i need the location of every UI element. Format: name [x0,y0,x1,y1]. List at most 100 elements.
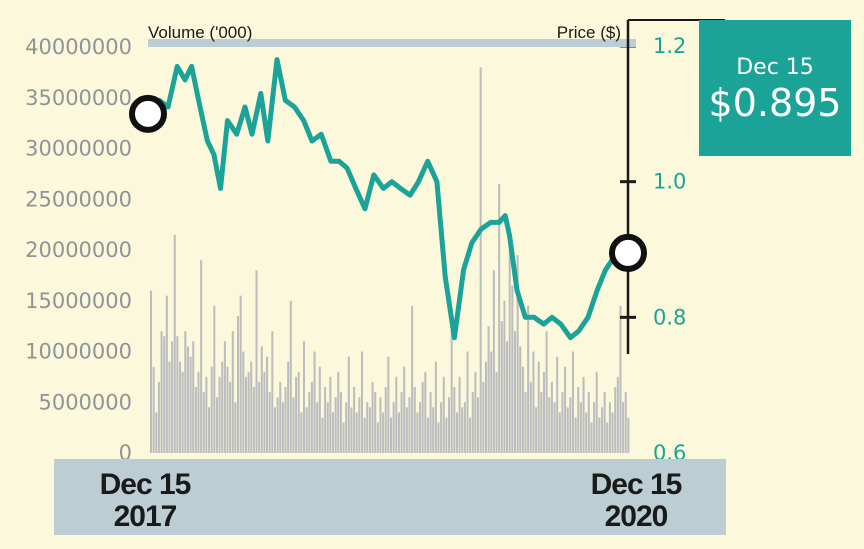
volume-bar [329,376,332,454]
volume-bar [553,402,556,453]
volume-bar [229,381,232,453]
volume-bar [611,412,614,453]
volume-bar [442,376,445,454]
volume-bar [184,331,187,453]
volume-bar [416,412,419,453]
volume-bar [492,270,495,453]
volume-bar [155,412,158,453]
end-price-marker [609,233,647,272]
volume-bar [590,422,593,453]
volume-bar [284,387,287,453]
volume-bar [585,412,588,453]
volume-bar [429,392,432,453]
volume-bar [529,381,532,453]
volume-bar [574,417,577,453]
volume-bar [171,341,174,453]
volume-bar [326,402,329,453]
volume-bar [237,315,240,453]
volume-bar [163,336,166,453]
volume-bar [318,366,321,453]
price-callout-box [699,20,851,156]
volume-bar [595,371,598,453]
volume-bar [313,351,316,453]
volume-bar [234,402,237,453]
volume-bar [239,295,242,453]
volume-bar [347,356,350,453]
volume-tick-label: 20000000 [25,238,132,262]
volume-bar [250,361,253,453]
volume-bar [281,402,284,453]
volume-bar [390,417,393,453]
volume-bar [500,321,503,453]
volume-tick-label: 25000000 [25,187,132,211]
volume-tick-label: 35000000 [25,86,132,110]
volume-bar [545,331,548,453]
volume-bar [300,412,303,453]
volume-bar [258,381,261,453]
price-tick-label: 1.0 [653,170,686,194]
volume-bar [223,341,226,453]
volume-bar [202,392,205,453]
volume-tick-label: 30000000 [25,137,132,161]
volume-bar [268,392,271,453]
volume-bar [540,392,543,453]
volume-bar [339,392,342,453]
volume-bar [448,397,451,453]
volume-bar [302,341,306,453]
volume-bar [421,381,424,453]
volume-bar [566,407,569,453]
volume-bar [368,407,371,453]
volume-bar [455,412,458,453]
volume-bar [316,402,319,453]
volume-bar [548,397,551,453]
volume-bar [424,371,427,453]
volume-bar [582,376,585,454]
volume-bar [487,326,490,454]
volume-bar [627,417,630,453]
volume-bar [498,184,501,453]
volume-bar [419,402,422,453]
volume-bar [587,392,590,453]
volume-bar [542,371,546,453]
volume-bar [374,392,377,453]
volume-bar [535,407,538,453]
volume-bar [189,356,192,453]
start-price-marker [129,94,167,133]
volume-bar [516,255,519,453]
volume-bar [218,376,221,454]
volume-bar [466,351,469,453]
volume-bar [413,387,416,453]
bottom-strip [0,543,864,549]
volume-bar [210,366,213,453]
volume-bar [440,402,443,453]
volume-bar [445,417,448,453]
volume-bar [593,402,596,453]
x-start-year: 2017 [114,500,177,533]
volume-bar [205,376,208,454]
volume-bar [616,376,619,454]
volume-bar [266,356,269,453]
volume-bar [437,422,440,453]
volume-tick-label: 40000000 [25,35,132,59]
volume-bar [194,387,197,453]
volume-bar [157,381,160,453]
volume-bar [524,392,527,453]
volume-bar [474,371,477,453]
volume-bar [181,371,184,453]
volume-bar [495,371,498,453]
x-end-date: Dec 15 [591,468,682,501]
volume-bar [579,402,582,453]
x-end-year: 2020 [605,500,668,533]
volume-bar [331,412,335,453]
volume-bar [477,397,480,453]
volume-bar [252,387,255,453]
volume-tick-label: 10000000 [25,340,132,364]
volume-bar [561,392,564,453]
volume-bar [358,397,361,453]
volume-bar [376,422,379,453]
volume-bar [537,361,540,453]
volume-bar [622,402,625,453]
volume-bar [292,397,295,453]
volume-bar [350,407,353,453]
